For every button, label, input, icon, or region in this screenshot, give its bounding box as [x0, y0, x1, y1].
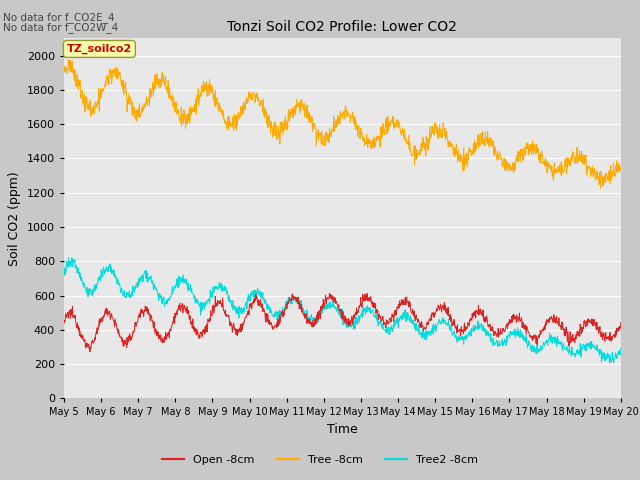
Text: TZ_soilco2: TZ_soilco2	[67, 44, 132, 54]
Legend: Open -8cm, Tree -8cm, Tree2 -8cm: Open -8cm, Tree -8cm, Tree2 -8cm	[157, 451, 483, 469]
Title: Tonzi Soil CO2 Profile: Lower CO2: Tonzi Soil CO2 Profile: Lower CO2	[227, 21, 458, 35]
Text: No data for f_CO2W_4: No data for f_CO2W_4	[3, 22, 118, 33]
X-axis label: Time: Time	[327, 423, 358, 436]
Text: No data for f_CO2E_4: No data for f_CO2E_4	[3, 12, 115, 23]
Y-axis label: Soil CO2 (ppm): Soil CO2 (ppm)	[8, 171, 21, 266]
